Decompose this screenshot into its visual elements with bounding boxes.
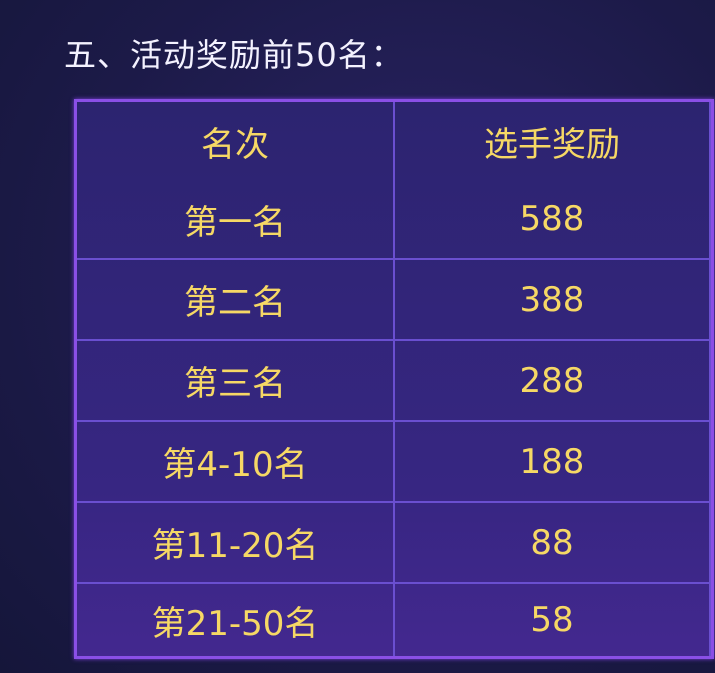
header-rank: 名次: [201, 124, 269, 165]
rank-cell: 第11-20名: [151, 526, 319, 566]
rewards-table: 名次 选手奖励 第一名 588 第二名 388 第三名 288 第4-10名 1…: [74, 99, 714, 659]
extra-cell: [709, 341, 711, 420]
rank-cell: 第三名: [184, 364, 286, 404]
reward-cell: 58: [393, 584, 709, 656]
table-row: 第一名 588: [77, 180, 711, 258]
section-title: 五、活动奖励前50名：: [64, 36, 404, 74]
extra-cell: [709, 180, 711, 258]
rank-cell: 第4-10名: [162, 445, 308, 485]
table-row: 第11-20名 88: [77, 501, 711, 582]
reward-cell: 188: [393, 422, 709, 501]
reward-cell: 388: [393, 260, 709, 339]
table-row: 第二名 388: [77, 258, 711, 339]
rank-cell: 第二名: [184, 283, 286, 323]
rank-cell: 第一名: [184, 202, 286, 243]
extra-cell: [709, 503, 711, 582]
table-row: 第4-10名 188: [77, 420, 711, 501]
extra-cell: [709, 422, 711, 501]
reward-cell: 88: [393, 503, 709, 582]
table-row: 第21-50名 58: [77, 582, 711, 656]
table-header-row: 名次 选手奖励: [77, 102, 711, 180]
reward-cell: 588: [393, 180, 709, 258]
rank-cell: 第21-50名: [151, 603, 319, 644]
header-reward: 选手奖励: [393, 102, 709, 180]
header-extra: [709, 102, 711, 180]
extra-cell: [709, 260, 711, 339]
reward-cell: 288: [393, 341, 709, 420]
table-row: 第三名 288: [77, 339, 711, 420]
extra-cell: [709, 584, 711, 656]
